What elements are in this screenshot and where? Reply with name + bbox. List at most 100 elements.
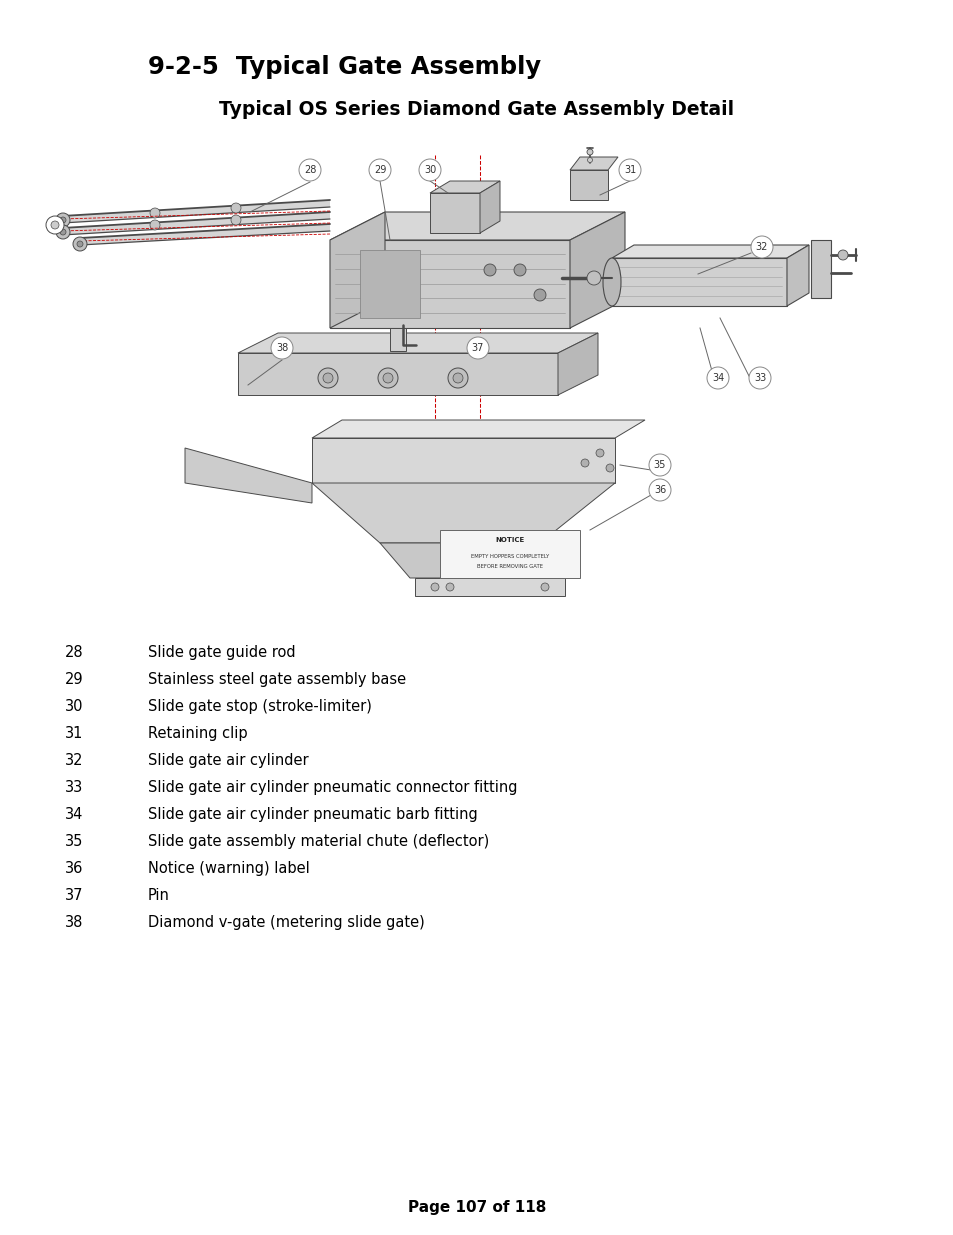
Text: 37: 37	[65, 888, 84, 903]
Circle shape	[323, 373, 333, 383]
Polygon shape	[569, 212, 624, 329]
Text: Slide gate air cylinder: Slide gate air cylinder	[148, 753, 309, 768]
Polygon shape	[612, 258, 786, 306]
Circle shape	[231, 203, 241, 212]
Circle shape	[534, 289, 545, 301]
Text: 31: 31	[623, 165, 636, 175]
Circle shape	[51, 221, 59, 228]
Polygon shape	[330, 240, 569, 329]
Circle shape	[446, 583, 454, 592]
Circle shape	[605, 464, 614, 472]
Polygon shape	[185, 448, 312, 503]
Text: 34: 34	[65, 806, 83, 823]
Circle shape	[618, 159, 640, 182]
Circle shape	[448, 368, 468, 388]
Circle shape	[60, 217, 66, 224]
Text: Slide gate air cylinder pneumatic barb fitting: Slide gate air cylinder pneumatic barb f…	[148, 806, 477, 823]
Circle shape	[369, 159, 391, 182]
Circle shape	[77, 241, 83, 247]
Circle shape	[540, 583, 548, 592]
Text: 31: 31	[65, 726, 83, 741]
Polygon shape	[312, 420, 644, 438]
Circle shape	[73, 237, 87, 251]
Circle shape	[431, 583, 438, 592]
Text: Slide gate stop (stroke-limiter): Slide gate stop (stroke-limiter)	[148, 699, 372, 714]
Circle shape	[587, 158, 592, 163]
Polygon shape	[62, 212, 330, 235]
Polygon shape	[430, 182, 499, 193]
Text: EMPTY HOPPERS COMPLETELY: EMPTY HOPPERS COMPLETELY	[471, 553, 549, 558]
Text: Stainless steel gate assembly base: Stainless steel gate assembly base	[148, 672, 406, 687]
Text: 30: 30	[65, 699, 84, 714]
Circle shape	[748, 367, 770, 389]
Circle shape	[271, 337, 293, 359]
Circle shape	[317, 368, 337, 388]
Text: 29: 29	[374, 165, 386, 175]
Polygon shape	[415, 578, 564, 597]
Circle shape	[231, 215, 241, 225]
Circle shape	[648, 479, 670, 501]
Ellipse shape	[602, 258, 620, 306]
Circle shape	[56, 225, 70, 240]
Text: Page 107 of 118: Page 107 of 118	[407, 1200, 546, 1215]
Polygon shape	[810, 240, 830, 298]
Text: Slide gate assembly material chute (deflector): Slide gate assembly material chute (defl…	[148, 834, 489, 848]
Circle shape	[56, 212, 70, 227]
Circle shape	[150, 207, 160, 219]
Polygon shape	[330, 212, 624, 240]
Circle shape	[377, 368, 397, 388]
Polygon shape	[359, 249, 419, 317]
Text: NOTICE: NOTICE	[495, 537, 524, 543]
Text: BEFORE REMOVING GATE: BEFORE REMOVING GATE	[476, 563, 542, 568]
Polygon shape	[558, 333, 598, 395]
Polygon shape	[569, 157, 618, 170]
Polygon shape	[786, 245, 808, 306]
Circle shape	[586, 270, 600, 285]
Circle shape	[46, 216, 64, 233]
Circle shape	[586, 149, 593, 156]
Polygon shape	[312, 483, 615, 543]
Polygon shape	[62, 200, 330, 224]
Circle shape	[596, 450, 603, 457]
Circle shape	[580, 459, 588, 467]
Text: 9-2-5  Typical Gate Assembly: 9-2-5 Typical Gate Assembly	[148, 56, 540, 79]
Circle shape	[298, 159, 320, 182]
Text: 35: 35	[653, 459, 665, 471]
Polygon shape	[430, 193, 479, 233]
Polygon shape	[330, 212, 385, 329]
Circle shape	[453, 373, 462, 383]
Circle shape	[382, 373, 393, 383]
Text: Typical OS Series Diamond Gate Assembly Detail: Typical OS Series Diamond Gate Assembly …	[219, 100, 734, 119]
Circle shape	[837, 249, 847, 261]
Text: 30: 30	[423, 165, 436, 175]
Circle shape	[750, 236, 772, 258]
Text: Pin: Pin	[148, 888, 170, 903]
Text: 36: 36	[653, 485, 665, 495]
Text: 34: 34	[711, 373, 723, 383]
Circle shape	[150, 220, 160, 230]
Text: 33: 33	[65, 781, 83, 795]
Text: Slide gate air cylinder pneumatic connector fitting: Slide gate air cylinder pneumatic connec…	[148, 781, 517, 795]
Circle shape	[706, 367, 728, 389]
Text: 35: 35	[65, 834, 83, 848]
Text: 36: 36	[65, 861, 83, 876]
Polygon shape	[390, 329, 406, 351]
Polygon shape	[237, 353, 558, 395]
Circle shape	[467, 337, 489, 359]
Text: Slide gate guide rod: Slide gate guide rod	[148, 645, 295, 659]
Text: 28: 28	[65, 645, 84, 659]
Text: Retaining clip: Retaining clip	[148, 726, 248, 741]
Text: Diamond v-gate (metering slide gate): Diamond v-gate (metering slide gate)	[148, 915, 424, 930]
Polygon shape	[569, 170, 607, 200]
Text: 37: 37	[472, 343, 484, 353]
Polygon shape	[439, 530, 579, 578]
Text: 33: 33	[753, 373, 765, 383]
Circle shape	[648, 454, 670, 475]
Text: Notice (warning) label: Notice (warning) label	[148, 861, 310, 876]
Text: 32: 32	[755, 242, 767, 252]
Text: 38: 38	[275, 343, 288, 353]
Polygon shape	[312, 438, 615, 483]
Circle shape	[418, 159, 440, 182]
Text: 29: 29	[65, 672, 84, 687]
Circle shape	[483, 264, 496, 275]
